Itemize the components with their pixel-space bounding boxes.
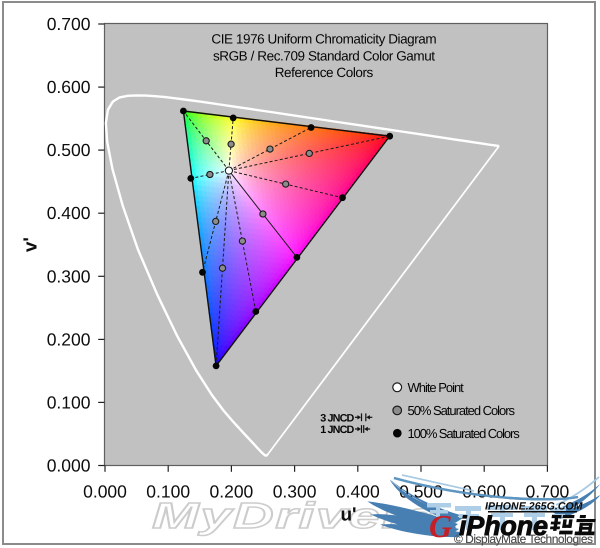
svg-text:iPhone: iPhone xyxy=(459,511,548,541)
svg-text:G: G xyxy=(429,508,452,544)
